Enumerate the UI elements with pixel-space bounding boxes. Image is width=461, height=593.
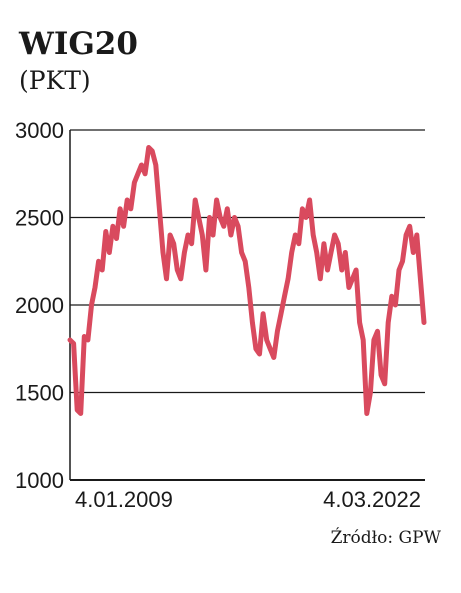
- grid-lines: [69, 129, 425, 481]
- y-tick-label: 2000: [15, 293, 64, 318]
- x-tick-label: 4.01.2009: [75, 487, 173, 512]
- series-line-layer: [67, 145, 427, 416]
- y-tick-label: 3000: [15, 118, 64, 143]
- x-tick-labels: 4.01.2009 4.03.2022: [75, 487, 421, 512]
- y-tick-label: 2500: [15, 206, 64, 231]
- y-tick-labels: 1000 1500 2000 2500 3000: [15, 118, 64, 493]
- y-tick-label: 1500: [15, 381, 64, 406]
- x-tick-label: 4.03.2022: [323, 487, 421, 512]
- source-note: Źródło: GPW: [330, 528, 441, 548]
- y-tick-label: 1000: [15, 468, 64, 493]
- unit-label: (PKT): [19, 66, 91, 95]
- wig20-series-line: [67, 145, 427, 416]
- chart-title: WIG20: [19, 26, 138, 62]
